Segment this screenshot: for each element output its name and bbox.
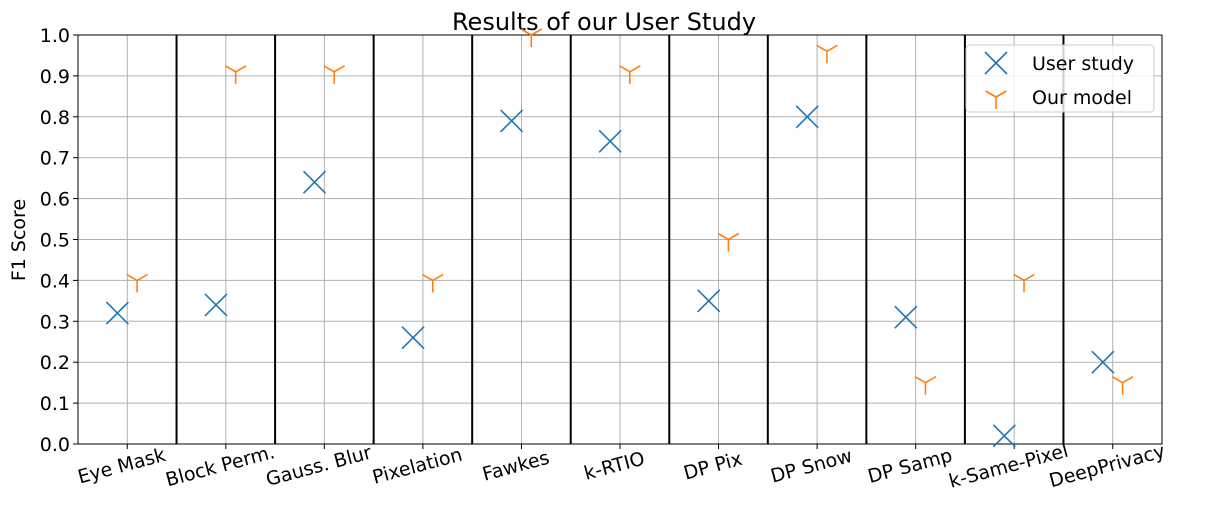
data-point-user-study	[894, 305, 918, 329]
legend: User study Our model	[965, 44, 1155, 113]
marker-stroke	[500, 109, 524, 133]
y-tick-label: 1.0	[40, 25, 70, 47]
y-tick-label: 0.2	[40, 352, 70, 374]
y-tick-label: 0.0	[40, 434, 70, 456]
x-tick-label: k-RTIO	[582, 448, 647, 485]
y-tick-label: 0.9	[40, 66, 70, 88]
marker-stroke	[995, 90, 1007, 98]
marker-stroke	[697, 289, 721, 313]
category-separators	[175, 35, 1065, 444]
data-point-our-model	[1111, 375, 1134, 395]
legend-marker-stroke-group	[985, 90, 1007, 109]
marker-stroke	[984, 51, 1008, 75]
data-points	[105, 28, 1134, 448]
legend-marker-user-study	[984, 51, 1008, 75]
data-point-our-model	[323, 65, 346, 84]
marker-stroke	[1111, 375, 1123, 384]
x-tick-label: Fawkes	[480, 447, 552, 486]
x-tick-label: DP Snow	[768, 445, 854, 488]
y-axis-label: F1 Score	[8, 199, 30, 281]
marker-stroke	[1023, 273, 1035, 282]
data-point-our-model	[126, 273, 148, 293]
data-point-user-study	[697, 289, 721, 313]
data-point-our-model	[1013, 273, 1035, 293]
data-point-our-model	[717, 232, 740, 252]
data-point-our-model	[914, 375, 937, 395]
data-point-user-study	[105, 301, 129, 325]
marker-stroke	[432, 273, 444, 282]
data-point-user-study	[992, 424, 1016, 448]
data-point-our-model	[619, 65, 641, 84]
marker-stroke	[421, 273, 434, 282]
marker-stroke	[136, 273, 148, 282]
data-point-our-model	[421, 273, 444, 293]
y-tick-label: 0.5	[40, 230, 70, 252]
chart-title: Results of our User Study	[452, 8, 756, 36]
marker-stroke	[235, 65, 247, 73]
data-point-our-model	[520, 28, 543, 47]
x-tick-label: Gauss. Blur	[264, 441, 375, 490]
x-tick-label: Block Perm.	[163, 441, 277, 491]
marker-stroke	[925, 375, 937, 384]
marker-stroke	[1122, 375, 1134, 384]
marker-stroke	[816, 44, 828, 53]
marker-stroke	[598, 129, 622, 153]
x-tick-label: DP Samp	[866, 444, 955, 488]
marker-stroke	[105, 301, 129, 325]
legend-label-user-study: User study	[1032, 53, 1134, 75]
y-tick-label: 0.6	[40, 189, 70, 211]
x-tick-label: DP Pix	[681, 448, 744, 485]
marker-stroke	[204, 293, 228, 317]
marker-stroke	[520, 28, 532, 36]
marker-stroke	[619, 65, 631, 73]
marker-stroke	[992, 424, 1016, 448]
marker-stroke	[302, 170, 327, 194]
data-point-our-model	[224, 65, 247, 84]
legend-marker-stroke-group	[984, 51, 1008, 75]
y-tick-label: 0.7	[40, 148, 70, 170]
marker-stroke	[629, 65, 641, 73]
marker-stroke	[224, 65, 237, 73]
marker-stroke	[126, 273, 138, 282]
marker-stroke	[401, 326, 425, 350]
marker-stroke	[826, 44, 838, 53]
marker-stroke	[717, 232, 729, 241]
marker-stroke	[914, 375, 926, 384]
marker-stroke	[728, 232, 740, 241]
marker-stroke	[530, 28, 543, 36]
legend-marker-our-model	[985, 90, 1007, 109]
marker-stroke	[985, 90, 997, 98]
x-tick-label: Eye Mask	[75, 444, 168, 489]
x-tick-label: Pixelation	[370, 444, 465, 489]
data-point-our-model	[816, 44, 838, 64]
data-point-user-study	[598, 129, 622, 153]
data-point-user-study	[500, 109, 524, 133]
data-point-user-study	[204, 293, 228, 317]
y-tick-label: 0.8	[40, 107, 70, 129]
marker-stroke	[795, 105, 819, 129]
y-tick-label: 0.1	[40, 393, 70, 415]
data-point-user-study	[401, 326, 425, 350]
data-point-user-study	[1091, 350, 1115, 374]
marker-stroke	[333, 65, 346, 73]
y-tick-label: 0.3	[40, 311, 70, 333]
marker-stroke	[323, 65, 335, 73]
legend-box	[965, 44, 1155, 113]
legend-label-our-model: Our model	[1032, 87, 1132, 109]
plot-frame	[77, 34, 1163, 445]
marker-stroke	[1091, 350, 1115, 374]
y-tick-label: 0.4	[40, 270, 70, 292]
data-point-user-study	[302, 170, 327, 194]
marker-stroke	[894, 305, 918, 329]
marker-stroke	[1013, 273, 1025, 282]
data-point-user-study	[795, 105, 819, 129]
